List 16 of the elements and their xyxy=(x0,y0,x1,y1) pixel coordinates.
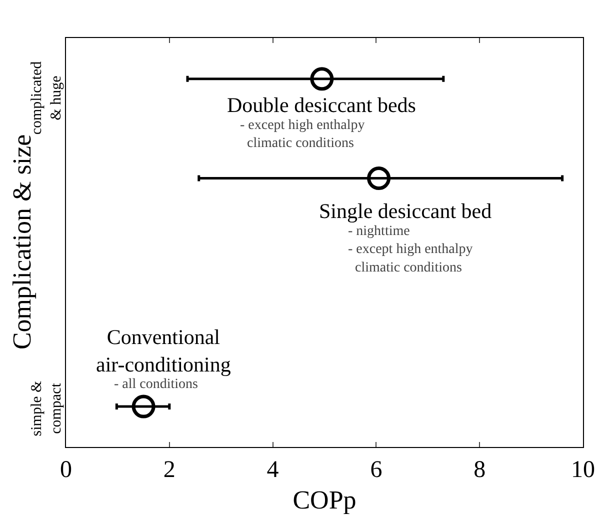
annotation: Single desiccant bed xyxy=(319,199,492,223)
text: complicated & huge xyxy=(28,60,64,135)
annotation: - all conditions xyxy=(114,377,198,392)
x-tick-label: 10 xyxy=(571,456,595,483)
x-tick-label: 2 xyxy=(163,456,176,483)
x-tick-label: 8 xyxy=(474,456,486,483)
x-tick-label: 4 xyxy=(266,456,279,483)
annotation: - nighttime - except high enthalpy climatic conditions xyxy=(348,224,473,276)
annotation: - except high enthalpy climatic conditions xyxy=(240,118,365,152)
annotation: Conventional air-conditioning xyxy=(96,325,232,376)
x-axis-title: COPp xyxy=(292,486,356,514)
x-tick-label: 0 xyxy=(60,456,72,483)
x-tick-label: 6 xyxy=(370,456,382,483)
text: simple & compact xyxy=(29,380,65,436)
annotation: Double desiccant beds xyxy=(227,93,416,117)
y-axis-title: Complication & size xyxy=(8,134,37,350)
